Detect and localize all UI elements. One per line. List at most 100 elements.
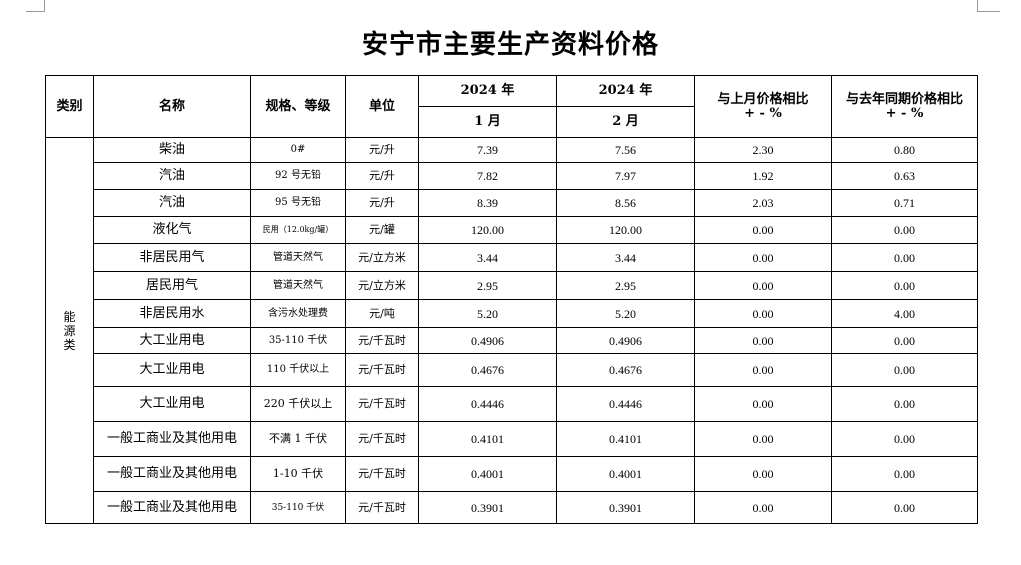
- page-corner-mark-left: [26, 0, 45, 12]
- mom-cell: 0.00: [694, 299, 832, 328]
- mom-cell: 0.00: [694, 386, 832, 422]
- unit-cell: 元/吨: [345, 299, 419, 328]
- header-period1-year: 2024 年: [418, 75, 557, 107]
- category-char: 类: [63, 337, 76, 352]
- header-spec: 规格、等级: [250, 75, 346, 138]
- table-row: 大工业用电 220 千伏以上 元/千瓦时 0.4446 0.4446 0.00 …: [46, 386, 978, 422]
- feb-price-cell: 5.20: [556, 299, 695, 328]
- spec-cell: 含污水处理费: [250, 299, 346, 328]
- mom-cell: 0.00: [694, 456, 832, 492]
- spec-cell: 92 号无铅: [250, 162, 346, 190]
- header-row-sub: 1 月 2 月: [46, 106, 978, 138]
- mom-cell: 0.00: [694, 216, 832, 244]
- yoy-cell: 0.71: [831, 189, 978, 217]
- jan-price-cell: 3.44: [418, 243, 557, 272]
- table-row: 一般工商业及其他用电 35-110 千伏 元/千瓦时 0.3901 0.3901…: [46, 491, 978, 524]
- table-row: 汽油 92 号无铅 元/升 7.82 7.97 1.92 0.63: [46, 162, 978, 190]
- unit-cell: 元/立方米: [345, 271, 419, 300]
- header-mom-line1: 与上月价格相比: [717, 91, 809, 107]
- unit-cell: 元/罐: [345, 216, 419, 244]
- yoy-cell: 0.00: [831, 271, 978, 300]
- spec-cell: 0#: [250, 137, 346, 163]
- unit-cell: 元/升: [345, 137, 419, 163]
- name-cell: 一般工商业及其他用电: [93, 421, 251, 457]
- unit-cell: 元/千瓦时: [345, 421, 419, 457]
- name-cell: 柴油: [93, 137, 251, 163]
- feb-price-cell: 7.97: [556, 162, 695, 190]
- name-cell: 汽油: [93, 162, 251, 190]
- spec-cell: 220 千伏以上: [250, 386, 346, 422]
- unit-cell: 元/千瓦时: [345, 353, 419, 387]
- spec-cell: 民用（12.0kg/罐）: [250, 216, 346, 244]
- jan-price-cell: 7.39: [418, 137, 557, 163]
- yoy-cell: 0.00: [831, 456, 978, 492]
- page-corner-mark-right: [977, 0, 1000, 12]
- spec-cell: 管道天然气: [250, 271, 346, 300]
- category-cell: 能 源 类: [45, 137, 94, 524]
- name-cell: 大工业用电: [93, 353, 251, 387]
- mom-cell: 2.30: [694, 137, 832, 163]
- name-cell: 一般工商业及其他用电: [93, 491, 251, 524]
- feb-price-cell: 0.4101: [556, 421, 695, 457]
- name-cell: 液化气: [93, 216, 251, 244]
- price-table: 类别 名称 规格、等级 单位 2024 年 2024 年 与上月价格相比 + -…: [45, 75, 978, 524]
- unit-cell: 元/千瓦时: [345, 386, 419, 422]
- mom-cell: 0.00: [694, 491, 832, 524]
- spec-cell: 1-10 千伏: [250, 456, 346, 492]
- category-char: 源: [63, 323, 76, 338]
- feb-price-cell: 8.56: [556, 189, 695, 217]
- unit-cell: 元/升: [345, 162, 419, 190]
- yoy-cell: 4.00: [831, 299, 978, 328]
- header-period2-year: 2024 年: [556, 75, 695, 107]
- name-cell: 汽油: [93, 189, 251, 217]
- spec-cell: 不满 1 千伏: [250, 421, 346, 457]
- jan-price-cell: 5.20: [418, 299, 557, 328]
- page-title: 安宁市主要生产资料价格: [361, 30, 659, 60]
- yoy-cell: 0.00: [831, 491, 978, 524]
- header-yoy: 与去年同期价格相比 + - %: [831, 75, 978, 138]
- header-category: 类别: [45, 75, 94, 138]
- table-row: 大工业用电 110 千伏以上 元/千瓦时 0.4676 0.4676 0.00 …: [46, 353, 978, 387]
- header-unit: 单位: [345, 75, 419, 138]
- table-row: 一般工商业及其他用电 不满 1 千伏 元/千瓦时 0.4101 0.4101 0…: [46, 421, 978, 457]
- mom-cell: 0.00: [694, 421, 832, 457]
- name-cell: 非居民用水: [93, 299, 251, 328]
- jan-price-cell: 0.4101: [418, 421, 557, 457]
- header-row: 类别 名称 规格、等级 单位 2024 年 2024 年 与上月价格相比 + -…: [45, 75, 978, 138]
- table-row: 非居民用气 管道天然气 元/立方米 3.44 3.44 0.00 0.00: [46, 243, 978, 272]
- feb-price-cell: 2.95: [556, 271, 695, 300]
- feb-price-cell: 0.4906: [556, 327, 695, 354]
- jan-price-cell: 0.3901: [418, 491, 557, 524]
- jan-price-cell: 7.82: [418, 162, 557, 190]
- yoy-cell: 0.00: [831, 421, 978, 457]
- jan-price-cell: 0.4001: [418, 456, 557, 492]
- name-cell: 大工业用电: [93, 386, 251, 422]
- yoy-cell: 0.00: [831, 243, 978, 272]
- name-cell: 居民用气: [93, 271, 251, 300]
- table-row: 居民用气 管道天然气 元/立方米 2.95 2.95 0.00 0.00: [46, 271, 978, 300]
- feb-price-cell: 120.00: [556, 216, 695, 244]
- mom-cell: 1.92: [694, 162, 832, 190]
- unit-cell: 元/千瓦时: [345, 456, 419, 492]
- header-yoy-line1: 与去年同期价格相比: [845, 91, 963, 107]
- jan-price-cell: 0.4446: [418, 386, 557, 422]
- category-char: 能: [63, 309, 76, 324]
- table-row: 大工业用电 35-110 千伏 元/千瓦时 0.4906 0.4906 0.00…: [46, 327, 978, 354]
- mom-cell: 0.00: [694, 271, 832, 300]
- unit-cell: 元/升: [345, 189, 419, 217]
- yoy-cell: 0.80: [831, 137, 978, 163]
- mom-cell: 2.03: [694, 189, 832, 217]
- unit-cell: 元/千瓦时: [345, 327, 419, 354]
- header-name: 名称: [93, 75, 251, 138]
- table-row: 一般工商业及其他用电 1-10 千伏 元/千瓦时 0.4001 0.4001 0…: [46, 456, 978, 492]
- spec-cell: 110 千伏以上: [250, 353, 346, 387]
- table-row: 汽油 95 号无铅 元/升 8.39 8.56 2.03 0.71: [46, 189, 978, 217]
- yoy-cell: 0.00: [831, 386, 978, 422]
- header-yoy-line2: + - %: [885, 105, 924, 121]
- spec-cell: 35-110 千伏: [250, 491, 346, 524]
- jan-price-cell: 8.39: [418, 189, 557, 217]
- unit-cell: 元/立方米: [345, 243, 419, 272]
- jan-price-cell: 0.4676: [418, 353, 557, 387]
- table-row: 非居民用水 含污水处理费 元/吨 5.20 5.20 0.00 4.00: [46, 299, 978, 328]
- spec-cell: 管道天然气: [250, 243, 346, 272]
